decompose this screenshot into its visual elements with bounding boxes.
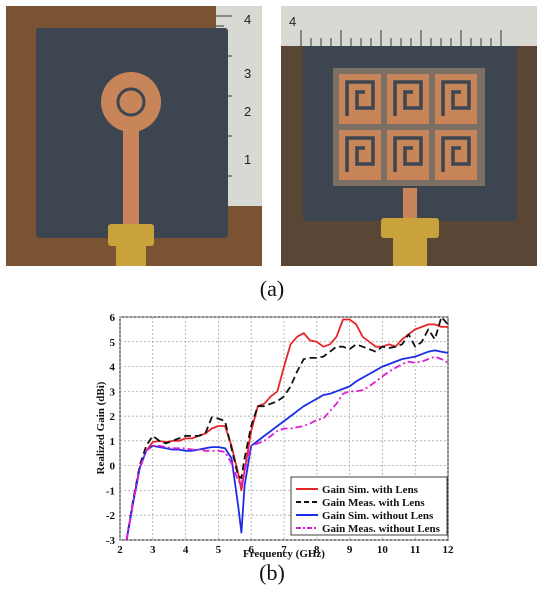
sma-connector bbox=[108, 224, 154, 246]
y-tick-label: 3 bbox=[110, 386, 116, 398]
y-tick-label: 5 bbox=[110, 337, 116, 349]
antenna-photo-with-lens: 4 bbox=[281, 6, 537, 266]
unit-cell bbox=[387, 74, 429, 124]
unit-cell bbox=[387, 130, 429, 180]
x-tick-label: 7 bbox=[281, 544, 287, 556]
y-axis-label: Realized Gain (dBi) bbox=[95, 381, 107, 474]
series-lines bbox=[125, 316, 449, 541]
ring-slot bbox=[116, 87, 146, 117]
legend-label: Gain Meas. without Lens bbox=[322, 523, 441, 535]
x-tick-label: 6 bbox=[248, 544, 254, 556]
unit-cell bbox=[339, 74, 381, 124]
ruler-label: 4 bbox=[244, 12, 251, 27]
y-tick-label: 4 bbox=[110, 362, 116, 374]
y-tick-label: -1 bbox=[106, 485, 115, 497]
ruler-label: 4 bbox=[289, 14, 296, 29]
caption-a: (a) bbox=[259, 276, 285, 301]
antenna-photo-without-lens: 4 3 2 1 bbox=[6, 6, 262, 266]
y-tick-label: -3 bbox=[106, 535, 116, 547]
legend-label: Gain Meas. with Lens bbox=[322, 497, 425, 509]
ruler-label: 2 bbox=[244, 104, 251, 119]
sma-connector bbox=[381, 218, 439, 238]
x-axis-label: Frequency (GHz) bbox=[243, 548, 325, 560]
series-line-2 bbox=[125, 316, 449, 541]
x-tick-label: 10 bbox=[377, 544, 389, 556]
unit-cell bbox=[435, 130, 477, 180]
y-tick-label: 6 bbox=[110, 312, 116, 324]
patch-radiator bbox=[101, 72, 161, 132]
x-tick-label: 12 bbox=[443, 544, 455, 556]
ruler bbox=[281, 6, 537, 46]
x-tick-label: 11 bbox=[410, 544, 420, 556]
caption-b: (b) bbox=[259, 560, 285, 585]
sma-barrel bbox=[116, 242, 146, 266]
x-tick-label: 4 bbox=[183, 544, 189, 556]
y-tick-label: 2 bbox=[110, 411, 116, 423]
series-line-4 bbox=[125, 355, 449, 541]
unit-cell bbox=[339, 130, 381, 180]
y-tick-label: 1 bbox=[110, 436, 116, 448]
series-line-3 bbox=[125, 349, 449, 541]
legend-label: Gain Sim. without Lens bbox=[322, 510, 434, 522]
series-line-1 bbox=[125, 318, 448, 541]
microstrip-feed bbox=[123, 130, 139, 230]
unit-cell bbox=[435, 74, 477, 124]
legend-box bbox=[290, 476, 448, 536]
metasurface-cells bbox=[339, 74, 477, 180]
ruler-ticks bbox=[300, 30, 502, 46]
y-tick-label: 0 bbox=[110, 461, 116, 473]
x-tick-label: 8 bbox=[314, 544, 320, 556]
x-tick-label: 2 bbox=[117, 544, 123, 556]
x-tick-label: 3 bbox=[150, 544, 156, 556]
y-tick-label: -2 bbox=[106, 510, 116, 522]
x-tick-label: 9 bbox=[347, 544, 353, 556]
ruler-label: 1 bbox=[244, 152, 251, 167]
ruler-label: 3 bbox=[244, 66, 251, 81]
sma-barrel bbox=[393, 236, 427, 266]
x-tick-label: 5 bbox=[216, 544, 222, 556]
legend-label: Gain Sim. with Lens bbox=[322, 484, 419, 496]
